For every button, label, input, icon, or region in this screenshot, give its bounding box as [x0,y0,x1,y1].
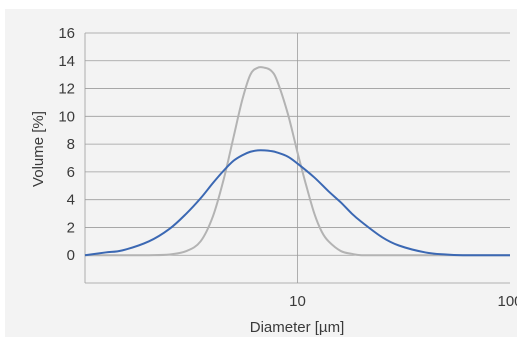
y-tick-label-12: 12 [58,81,75,98]
y-tick-label-6: 6 [67,164,75,181]
x-tick-labels: 10 100 [289,293,522,310]
series-lines [84,66,510,257]
chart-panel: 0 2 4 6 8 10 12 14 16 10 100 Diameter [µm] Volume… [5,9,522,337]
y-tick-label-4: 4 [67,192,75,209]
y-tick-label-0: 0 [67,247,75,264]
series-line-1 [85,66,510,257]
line-chart: 0 2 4 6 8 10 12 14 16 10 100 Diameter [µm] Volume… [30,25,522,336]
y-tick-label-8: 8 [67,136,75,153]
series-line-2 [84,149,510,257]
y-tick-label-16: 16 [58,25,75,42]
x-axis-label: Diameter [µm] [250,319,345,336]
y-tick-label-2: 2 [67,219,75,236]
x-tick-label-10: 10 [289,293,306,310]
y-tick-labels: 0 2 4 6 8 10 12 14 16 [58,25,75,264]
y-axis-label: Volume [%] [30,111,47,187]
y-tick-label-14: 14 [58,53,75,70]
grid-lines [84,32,510,284]
y-tick-label-10: 10 [58,108,75,125]
x-tick-label-100: 100 [497,293,517,310]
